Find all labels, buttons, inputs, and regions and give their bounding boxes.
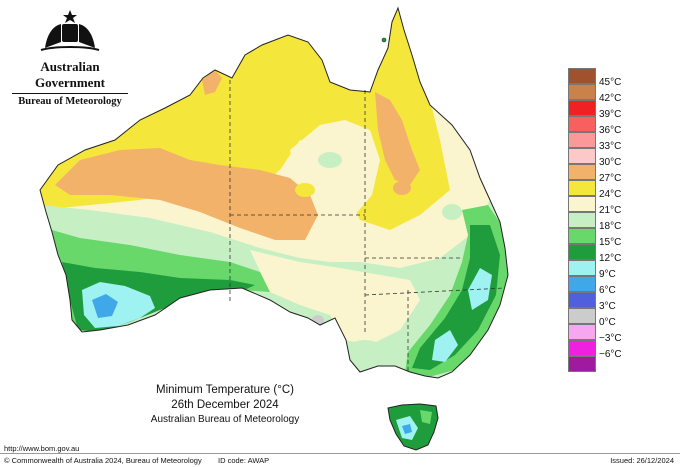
legend-row: 39°C bbox=[568, 100, 648, 120]
legend-label: 33°C bbox=[599, 141, 622, 152]
legend-row: −6°C bbox=[568, 340, 648, 360]
legend-swatch bbox=[568, 308, 596, 324]
legend-row bbox=[568, 356, 648, 372]
legend-swatch bbox=[568, 292, 596, 308]
legend-label: −6°C bbox=[599, 349, 622, 360]
legend-swatch bbox=[568, 84, 596, 100]
id-code: ID code: AWAP bbox=[218, 456, 270, 465]
temperature-legend: 45°C 42°C 39°C 36°C 33°C 30°C 27°C 24°C 21°C 18°C… bbox=[568, 68, 648, 372]
legend-swatch bbox=[568, 324, 596, 340]
map-title: Minimum Temperature (°C) bbox=[156, 384, 294, 396]
legend-row: −3°C bbox=[568, 324, 648, 344]
legend-row: 24°C bbox=[568, 180, 648, 200]
map-caption: Minimum Temperature (°C) 26th December 2… bbox=[130, 384, 320, 425]
map-organisation: Australian Bureau of Meteorology bbox=[150, 414, 300, 425]
legend-label: 12°C bbox=[599, 253, 622, 264]
legend-row: 15°C bbox=[568, 228, 648, 248]
legend-swatch bbox=[568, 260, 596, 276]
legend-label: 27°C bbox=[599, 173, 622, 184]
legend-swatch bbox=[568, 356, 596, 372]
bureau-title: Bureau of Meteorology bbox=[18, 96, 122, 107]
legend-swatch bbox=[568, 132, 596, 148]
tasmania bbox=[387, 403, 439, 451]
legend-label: 45°C bbox=[599, 77, 622, 88]
footer: © Commonwealth of Australia 2024, Bureau… bbox=[0, 455, 680, 467]
legend-swatch bbox=[568, 100, 596, 116]
legend-row: 45°C bbox=[568, 68, 648, 88]
legend-row: 42°C bbox=[568, 84, 648, 104]
legend-row: 33°C bbox=[568, 132, 648, 152]
legend-swatch bbox=[568, 68, 596, 84]
legend-label: 21°C bbox=[599, 205, 622, 216]
legend-swatch bbox=[568, 164, 596, 180]
website-link[interactable]: http://www.bom.gov.au bbox=[4, 444, 80, 453]
legend-label: 30°C bbox=[599, 157, 622, 168]
legend-label: 18°C bbox=[599, 221, 622, 232]
copyright-text: © Commonwealth of Australia 2024, Bureau… bbox=[4, 456, 202, 465]
legend-swatch bbox=[568, 180, 596, 196]
map-date: 26th December 2024 bbox=[171, 399, 279, 411]
legend-row: 36°C bbox=[568, 116, 648, 136]
legend-label: 36°C bbox=[599, 125, 622, 136]
legend-swatch bbox=[568, 340, 596, 356]
legend-label: 6°C bbox=[599, 285, 616, 296]
legend-label: 42°C bbox=[599, 93, 622, 104]
legend-label: 15°C bbox=[599, 237, 622, 248]
government-branding: Australian Government Bureau of Meteorol… bbox=[8, 8, 132, 107]
legend-label: 39°C bbox=[599, 109, 622, 120]
legend-swatch bbox=[568, 276, 596, 292]
legend-row: 9°C bbox=[568, 260, 648, 280]
legend-row: 6°C bbox=[568, 276, 648, 296]
legend-row: 0°C bbox=[568, 308, 648, 328]
legend-label: 0°C bbox=[599, 317, 616, 328]
legend-swatch bbox=[568, 148, 596, 164]
footer-divider bbox=[0, 453, 680, 454]
government-title: Australian Government bbox=[34, 59, 106, 90]
legend-swatch bbox=[568, 228, 596, 244]
legend-row: 30°C bbox=[568, 148, 648, 168]
divider bbox=[12, 93, 128, 94]
legend-swatch bbox=[568, 116, 596, 132]
legend-row: 3°C bbox=[568, 292, 648, 312]
legend-swatch bbox=[568, 212, 596, 228]
legend-row: 18°C bbox=[568, 212, 648, 232]
legend-label: −3°C bbox=[599, 333, 622, 344]
legend-label: 3°C bbox=[599, 301, 616, 312]
legend-row: 21°C bbox=[568, 196, 648, 216]
legend-label: 24°C bbox=[599, 189, 622, 200]
legend-row: 27°C bbox=[568, 164, 648, 184]
legend-label: 9°C bbox=[599, 269, 616, 280]
coat-of-arms-icon bbox=[40, 10, 100, 51]
legend-row: 12°C bbox=[568, 244, 648, 264]
state-borders bbox=[229, 80, 506, 372]
legend-swatch bbox=[568, 196, 596, 212]
legend-swatch bbox=[568, 244, 596, 260]
issued-date: Issued: 26/12/2024 bbox=[610, 456, 674, 465]
